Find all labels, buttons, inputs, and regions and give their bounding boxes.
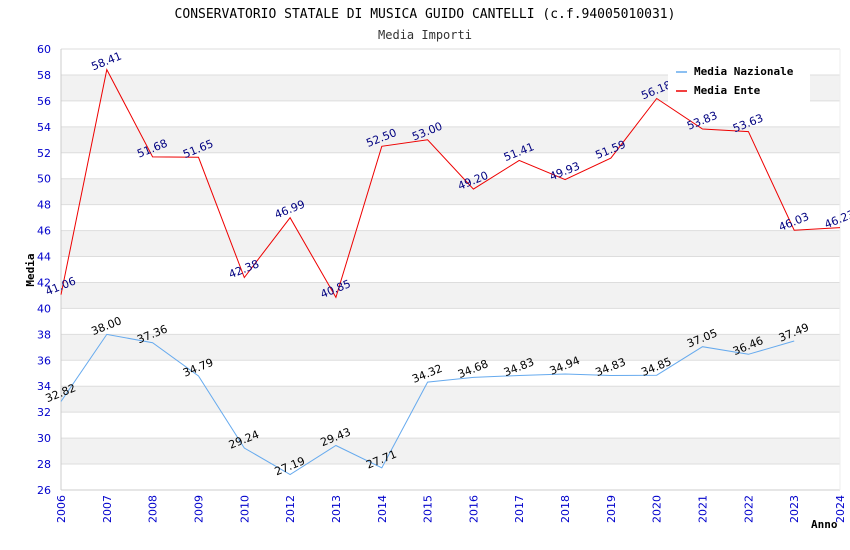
grid-band — [61, 334, 840, 361]
y-tick-label: 56 — [37, 95, 51, 108]
x-tick-label: 2016 — [467, 495, 480, 523]
y-tick-label: 30 — [37, 432, 51, 445]
y-tick-label: 44 — [37, 251, 51, 264]
grid-band — [61, 126, 840, 153]
grid-lines — [60, 48, 841, 491]
x-tick-label: 2018 — [559, 495, 572, 523]
x-tick-label: 2014 — [376, 495, 389, 523]
x-tick-label: 2015 — [422, 495, 435, 523]
y-tick-label: 58 — [37, 69, 51, 82]
y-tick-label: 26 — [37, 484, 51, 497]
grid-band — [61, 438, 840, 465]
y-tick-label: 36 — [37, 354, 51, 367]
legend-label-media-ente: Media Ente — [694, 84, 761, 97]
y-axis-label: Media — [24, 253, 37, 286]
data-label-media-ente: 46.23 — [823, 207, 850, 231]
x-tick-label: 2022 — [742, 495, 755, 523]
x-tick-label: 2007 — [101, 495, 114, 523]
x-tick-label: 2009 — [192, 495, 205, 523]
y-tick-label: 32 — [37, 406, 51, 419]
y-tick-label: 52 — [37, 147, 51, 160]
x-axis-ticks: 2006 2007 2008 2009 2010 2012 2013 2014 2015 2016… — [55, 495, 847, 523]
y-tick-label: 50 — [37, 173, 51, 186]
grid-band — [61, 386, 840, 413]
y-tick-label: 28 — [37, 458, 51, 471]
y-tick-label: 42 — [37, 276, 51, 289]
x-tick-label: 2013 — [330, 495, 343, 523]
y-tick-label: 40 — [37, 302, 51, 315]
x-tick-label: 2012 — [284, 495, 297, 523]
y-axis-ticks: 26 28 30 32 34 36 38 40 42 44 46 48 50 52 54 56 58 60 — [37, 43, 51, 497]
series-line-media-ente — [60, 68, 841, 299]
x-tick-label: 2008 — [147, 495, 160, 523]
x-tick-label: 2021 — [697, 495, 710, 523]
x-tick-label: 2017 — [513, 495, 526, 523]
chart-title: CONSERVATORIO STATALE DI MUSICA GUIDO CA… — [175, 7, 676, 22]
x-tick-label: 2006 — [55, 495, 68, 523]
grid-band — [61, 282, 840, 309]
grid-band — [61, 178, 840, 205]
y-tick-label: 34 — [37, 380, 51, 393]
y-tick-label: 54 — [37, 121, 51, 134]
x-tick-label: 2024 — [834, 495, 847, 523]
y-tick-label: 48 — [37, 199, 51, 212]
x-tick-label: 2019 — [605, 495, 618, 523]
grid-bands — [61, 74, 840, 465]
y-tick-label: 38 — [37, 328, 51, 341]
x-tick-label: 2010 — [238, 495, 251, 523]
grid-band — [61, 230, 840, 257]
chart-subtitle: Media Importi — [378, 28, 472, 42]
legend: Media Nazionale Media Ente — [668, 60, 810, 102]
legend-label-media-nazionale: Media Nazionale — [694, 65, 794, 78]
x-tick-label: 2023 — [788, 495, 801, 523]
x-axis-label: Anno — [811, 518, 838, 531]
y-tick-label: 60 — [37, 43, 51, 56]
series-line-media-nazionale — [60, 333, 795, 476]
x-tick-label: 2020 — [651, 495, 664, 523]
legend-box — [668, 60, 810, 102]
series-lines — [60, 68, 841, 476]
y-tick-label: 46 — [37, 225, 51, 238]
